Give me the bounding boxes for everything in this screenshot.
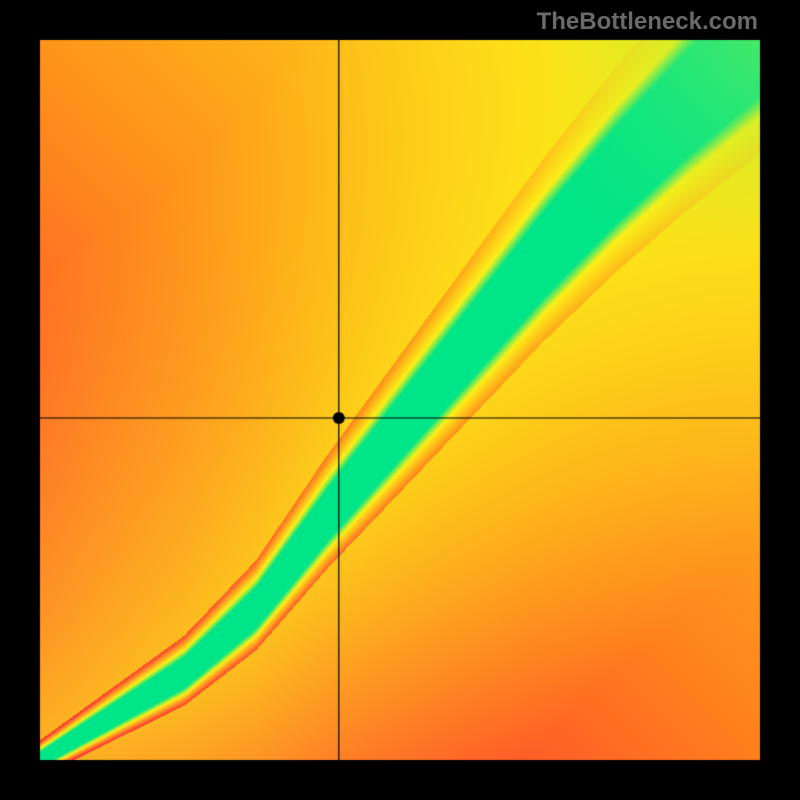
watermark-text: TheBottleneck.com xyxy=(537,8,758,36)
chart-container: TheBottleneck.com xyxy=(0,0,800,800)
bottleneck-heatmap xyxy=(0,0,800,800)
